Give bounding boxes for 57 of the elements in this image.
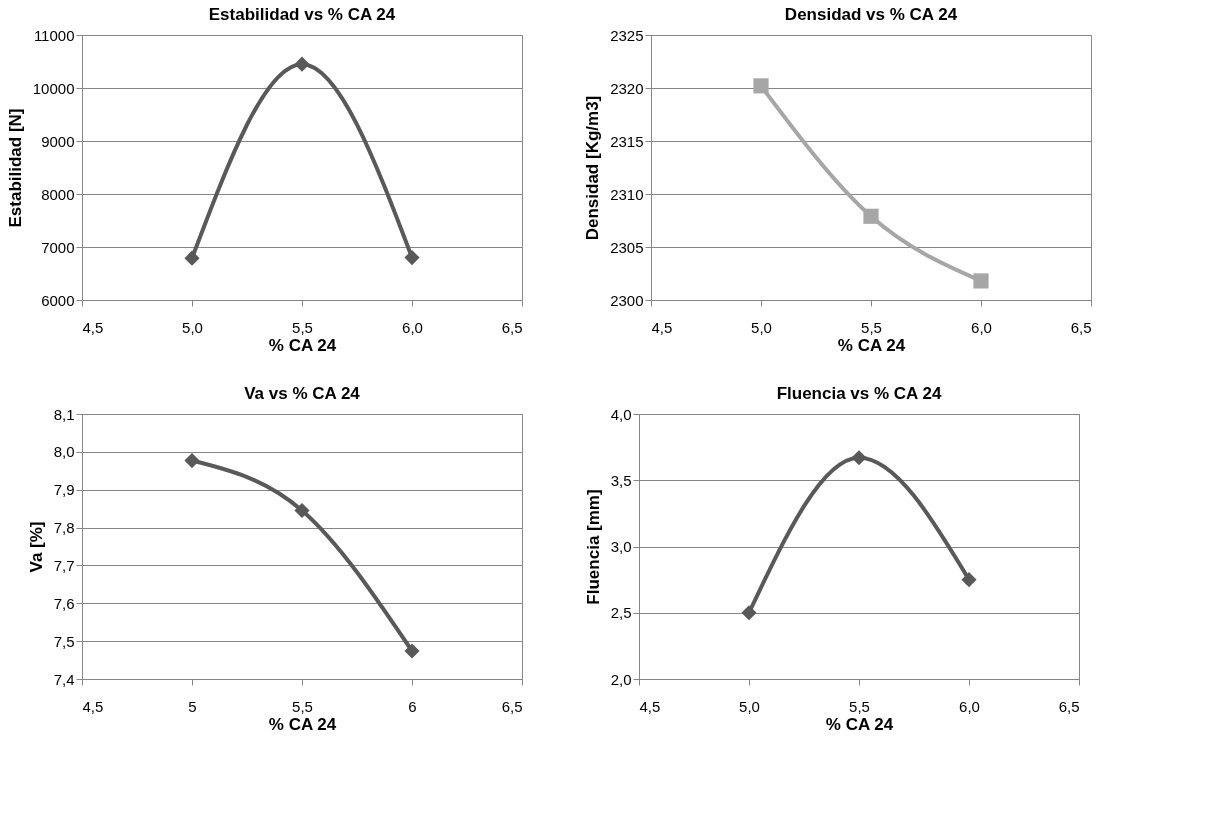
y-tick-label: 2315 <box>610 132 644 150</box>
x-tick-label: 4,5 <box>82 318 104 336</box>
y-tick-label: 2,5 <box>610 604 632 622</box>
x-tick-label: 6,5 <box>501 697 523 715</box>
y-tick-label: 7,4 <box>53 670 75 688</box>
chart-title: Estabilidad vs % CA 24 <box>208 5 396 24</box>
y-tick-label: 9000 <box>41 132 75 150</box>
x-tick-label: 6,0 <box>971 318 992 336</box>
y-tick-label: 2310 <box>610 185 644 203</box>
x-axis-title: % CA 24 <box>825 714 894 734</box>
x-tick-label: 5,5 <box>849 697 870 715</box>
y-tick-label: 8,1 <box>53 405 75 423</box>
x-axis-title: % CA 24 <box>268 714 337 734</box>
y-tick-label: 2305 <box>610 238 644 256</box>
x-tick-label: 4,5 <box>651 318 673 336</box>
y-tick-label: 6000 <box>41 291 75 309</box>
chart-title: Fluencia vs % CA 24 <box>776 384 942 403</box>
y-tick-label: 11000 <box>33 26 75 44</box>
y-tick-label: 10000 <box>32 79 75 97</box>
y-tick-label: 3,5 <box>610 471 632 489</box>
y-tick-label: 7,9 <box>53 481 75 499</box>
x-tick-label: 6,0 <box>959 697 980 715</box>
chart-title: Va vs % CA 24 <box>244 384 361 403</box>
chart-title: Densidad vs % CA 24 <box>784 5 958 24</box>
y-tick-label: 2320 <box>610 79 644 97</box>
y-axis-title: Estabilidad [N] <box>5 108 25 228</box>
x-axis-title: % CA 24 <box>837 335 906 355</box>
x-tick-label: 5,0 <box>182 318 203 336</box>
x-tick-label: 4,5 <box>82 697 104 715</box>
y-tick-label: 8000 <box>41 185 75 203</box>
x-tick-label: 5 <box>188 697 197 715</box>
x-tick-label: 5,0 <box>751 318 772 336</box>
y-tick-label: 2,0 <box>610 670 632 688</box>
x-tick-label: 5,5 <box>292 318 313 336</box>
y-tick-label: 8,0 <box>53 443 75 461</box>
y-axis-title: Fluencia [mm] <box>583 489 603 605</box>
y-tick-label: 7000 <box>41 238 75 256</box>
y-tick-label: 2325 <box>610 26 644 44</box>
y-tick-label: 7,7 <box>53 556 75 574</box>
x-tick-label: 6,5 <box>501 318 523 336</box>
y-tick-label: 3,0 <box>610 538 632 555</box>
x-tick-label: 6,5 <box>1058 697 1080 715</box>
x-tick-label: 5,5 <box>861 318 882 336</box>
x-tick-label: 5,5 <box>292 697 313 715</box>
y-tick-label: 7,8 <box>53 519 75 537</box>
x-axis-title: % CA 24 <box>268 335 337 355</box>
x-tick-label: 6,5 <box>1070 318 1092 336</box>
x-tick-label: 6 <box>408 697 417 715</box>
y-tick-label: 4,0 <box>610 405 632 423</box>
x-tick-label: 5,0 <box>739 697 760 715</box>
x-tick-label: 4,5 <box>639 697 661 715</box>
x-tick-label: 6,0 <box>402 318 423 336</box>
y-tick-label: 2300 <box>610 291 644 309</box>
y-axis-title: Va [%] <box>26 521 46 573</box>
y-tick-label: 7,5 <box>53 632 75 650</box>
y-axis-title: Densidad [Kg/m3] <box>583 95 603 241</box>
y-tick-label: 7,6 <box>53 594 75 612</box>
